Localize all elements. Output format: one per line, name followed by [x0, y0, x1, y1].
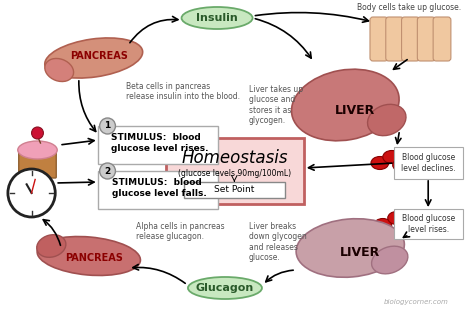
FancyBboxPatch shape [98, 126, 218, 164]
Ellipse shape [18, 141, 57, 159]
Text: Set Point: Set Point [214, 186, 255, 194]
FancyBboxPatch shape [433, 17, 451, 61]
Text: Beta cells in pancreas
release insulin into the blood.: Beta cells in pancreas release insulin i… [126, 82, 240, 101]
Ellipse shape [188, 277, 262, 299]
Text: STIMULUS:  blood
glucose level falls.: STIMULUS: blood glucose level falls. [112, 178, 207, 198]
Ellipse shape [296, 219, 404, 277]
FancyBboxPatch shape [183, 182, 285, 198]
Circle shape [32, 127, 44, 139]
FancyBboxPatch shape [370, 17, 388, 61]
Text: Blood glucose
level rises.: Blood glucose level rises. [401, 214, 455, 234]
Ellipse shape [292, 69, 399, 141]
Ellipse shape [392, 158, 410, 172]
Text: Body cells take up glucose.: Body cells take up glucose. [357, 3, 462, 12]
Text: biologycorner.com: biologycorner.com [384, 299, 449, 305]
FancyBboxPatch shape [386, 17, 403, 61]
Text: 2: 2 [104, 167, 110, 176]
FancyBboxPatch shape [19, 152, 56, 178]
Ellipse shape [182, 7, 253, 29]
Ellipse shape [372, 246, 408, 274]
Circle shape [8, 169, 55, 217]
Text: Homeostasis: Homeostasis [182, 149, 288, 167]
Text: Glucagon: Glucagon [196, 283, 254, 293]
Text: Insulin: Insulin [196, 13, 238, 23]
Text: Liver breaks
down glycogen
and releases
glucose.: Liver breaks down glycogen and releases … [249, 222, 306, 262]
FancyBboxPatch shape [394, 209, 463, 239]
FancyBboxPatch shape [166, 138, 304, 204]
Text: LIVER: LIVER [335, 104, 375, 116]
Ellipse shape [383, 151, 401, 163]
Ellipse shape [367, 104, 406, 136]
Ellipse shape [374, 218, 392, 232]
Ellipse shape [45, 59, 73, 82]
FancyBboxPatch shape [394, 147, 463, 179]
Ellipse shape [371, 156, 389, 170]
FancyBboxPatch shape [401, 17, 419, 61]
Circle shape [100, 163, 116, 179]
Ellipse shape [388, 212, 405, 224]
Text: Blood glucose
level declines.: Blood glucose level declines. [401, 153, 456, 173]
Text: LIVER: LIVER [340, 247, 380, 259]
Ellipse shape [45, 38, 143, 78]
Ellipse shape [37, 235, 66, 257]
Text: PANCREAS: PANCREAS [65, 253, 123, 263]
Text: Alpha cells in pancreas
release glucagon.: Alpha cells in pancreas release glucagon… [136, 222, 225, 241]
FancyBboxPatch shape [417, 17, 435, 61]
Text: (glucose levels 90mg/100mL): (glucose levels 90mg/100mL) [178, 168, 292, 177]
Ellipse shape [37, 237, 140, 275]
Circle shape [100, 118, 116, 134]
Text: 1: 1 [104, 121, 110, 131]
FancyBboxPatch shape [98, 171, 218, 209]
Text: PANCREAS: PANCREAS [70, 51, 128, 61]
Text: STIMULUS:  blood
glucose level rises.: STIMULUS: blood glucose level rises. [111, 133, 209, 153]
Text: Liver takes up
glucose and
stores it as
glycogen.: Liver takes up glucose and stores it as … [249, 85, 303, 125]
Ellipse shape [400, 219, 417, 233]
